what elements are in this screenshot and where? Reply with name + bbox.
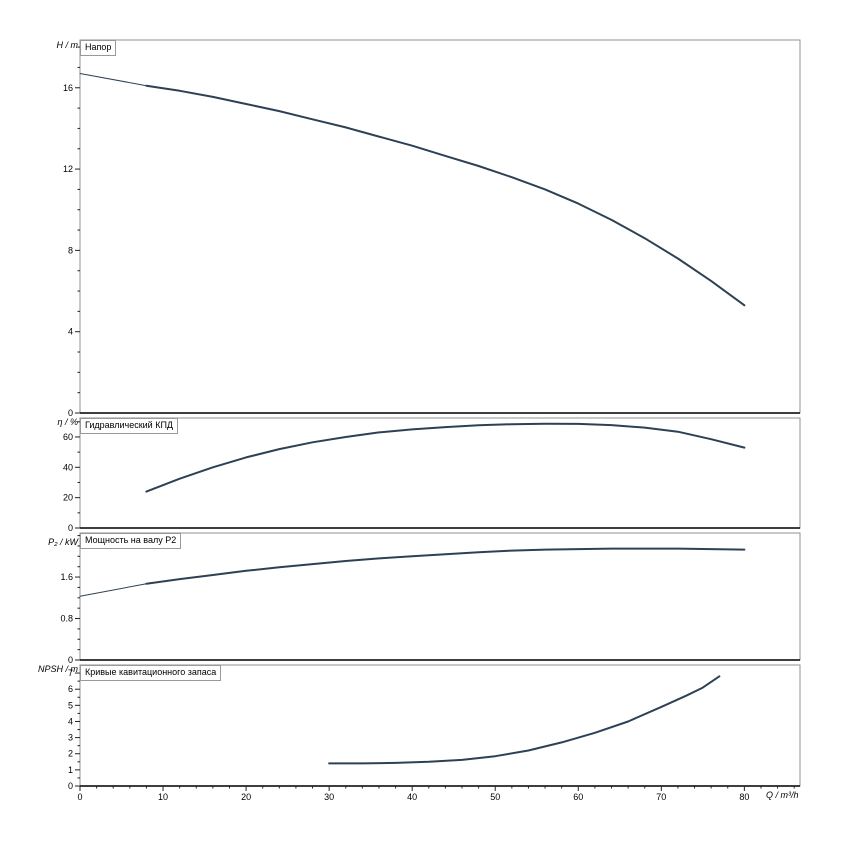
y-tick-label: 3 xyxy=(68,733,73,743)
x-tick-label: 40 xyxy=(407,792,417,802)
npsh-panel-title: Кривые кавитационного запаса xyxy=(80,665,222,681)
y-tick-label: 16 xyxy=(63,83,73,93)
y-tick-label: 0 xyxy=(68,408,73,418)
power-extension xyxy=(79,583,147,597)
x-tick-label: 0 xyxy=(77,792,82,802)
efficiency-curve xyxy=(145,422,746,493)
panel-frame xyxy=(79,39,801,414)
x-tick-label: 60 xyxy=(573,792,583,802)
efficiency-panel-title: Гидравлический КПД xyxy=(80,418,179,434)
head-extension xyxy=(79,73,147,87)
x-tick-label: 10 xyxy=(158,792,168,802)
npsh-axis-unit-label: NPSH / m xyxy=(37,664,78,674)
efficiency-axis-unit-label: η / % xyxy=(57,417,78,427)
y-tick-label: 7 xyxy=(68,668,73,678)
panel-2: 0 0.8 1.6 xyxy=(60,532,801,665)
y-tick-label: 20 xyxy=(63,493,73,503)
y-tick-label: 0 xyxy=(68,781,73,791)
y-tick-label: 4 xyxy=(68,327,73,337)
power-curve xyxy=(145,547,746,585)
x-tick-label: 20 xyxy=(241,792,251,802)
y-tick-label: 40 xyxy=(63,462,73,472)
head-panel-title: Напор xyxy=(80,40,117,56)
y-tick-label: 0.8 xyxy=(60,614,73,624)
x-tick-label: 30 xyxy=(324,792,334,802)
panel-frame xyxy=(79,532,801,661)
y-tick-label: 1 xyxy=(68,765,73,775)
panel-0: 0 4 8 12 16 xyxy=(63,39,801,418)
y-tick-label: 0 xyxy=(68,655,73,665)
npsh-curve xyxy=(328,675,721,765)
y-tick-label: 1.6 xyxy=(60,572,73,582)
x-tick-label: 80 xyxy=(739,792,749,802)
panel-1: 0 20 40 60 xyxy=(63,417,801,533)
y-tick-label: 5 xyxy=(68,700,73,710)
power-axis-unit-label: P₂ / kW xyxy=(48,537,78,547)
x-tick-label: 50 xyxy=(490,792,500,802)
y-tick-label: 60 xyxy=(63,432,73,442)
power-panel-title: Мощность на валу P2 xyxy=(80,533,182,549)
y-tick-label: 12 xyxy=(63,164,73,174)
y-tick-label: 8 xyxy=(68,245,73,255)
y-tick-label: 0 xyxy=(68,523,73,533)
head-curve xyxy=(145,84,746,307)
x-axis-unit-label: Q / m³/h xyxy=(766,790,799,800)
x-tick-label: 70 xyxy=(656,792,666,802)
panel-frame xyxy=(79,664,801,787)
y-tick-label: 6 xyxy=(68,684,73,694)
y-tick-label: 2 xyxy=(68,749,73,759)
head-axis-unit-label: H / m xyxy=(56,40,79,50)
panel-3: 0 1 2 3 4 5 6 7 xyxy=(68,664,801,791)
y-tick-label: 4 xyxy=(68,716,73,726)
